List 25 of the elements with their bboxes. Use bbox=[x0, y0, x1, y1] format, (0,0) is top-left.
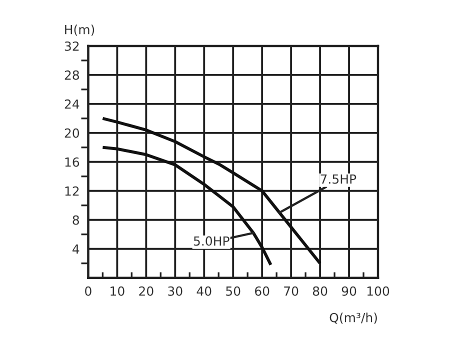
y-tick-label: 20 bbox=[64, 128, 80, 138]
x-tick-label: 100 bbox=[367, 286, 390, 296]
x-tick-label: 60 bbox=[255, 286, 270, 296]
x-tick-label: 20 bbox=[139, 286, 154, 296]
x-tick-label: 70 bbox=[284, 286, 298, 296]
y-tick-label: 4 bbox=[72, 244, 80, 254]
line-series bbox=[101, 146, 272, 266]
x-tick-label: 80 bbox=[312, 286, 328, 296]
y-tick-label: 28 bbox=[64, 70, 80, 80]
y-axis-title: H(m) bbox=[65, 24, 94, 36]
x-tick-label: 50 bbox=[226, 286, 240, 296]
y-tick-label: 12 bbox=[65, 186, 79, 196]
x-tick-label: 90 bbox=[342, 286, 356, 296]
y-tick-label: 16 bbox=[65, 157, 80, 167]
y-tick-label: 32 bbox=[64, 41, 79, 51]
x-tick-label: 30 bbox=[168, 286, 182, 296]
y-tick-label: 24 bbox=[64, 99, 80, 109]
annotation: 5.0HP bbox=[194, 236, 230, 246]
x-tick-label: 0 bbox=[85, 286, 92, 296]
x-axis-title: Q(m³/h) bbox=[330, 312, 377, 324]
annotation: 7.5HP bbox=[320, 174, 356, 184]
x-tick-label: 10 bbox=[110, 286, 124, 296]
x-tick-label: 40 bbox=[196, 286, 212, 296]
line-series bbox=[101, 116, 322, 265]
y-tick-label: 8 bbox=[72, 215, 80, 225]
